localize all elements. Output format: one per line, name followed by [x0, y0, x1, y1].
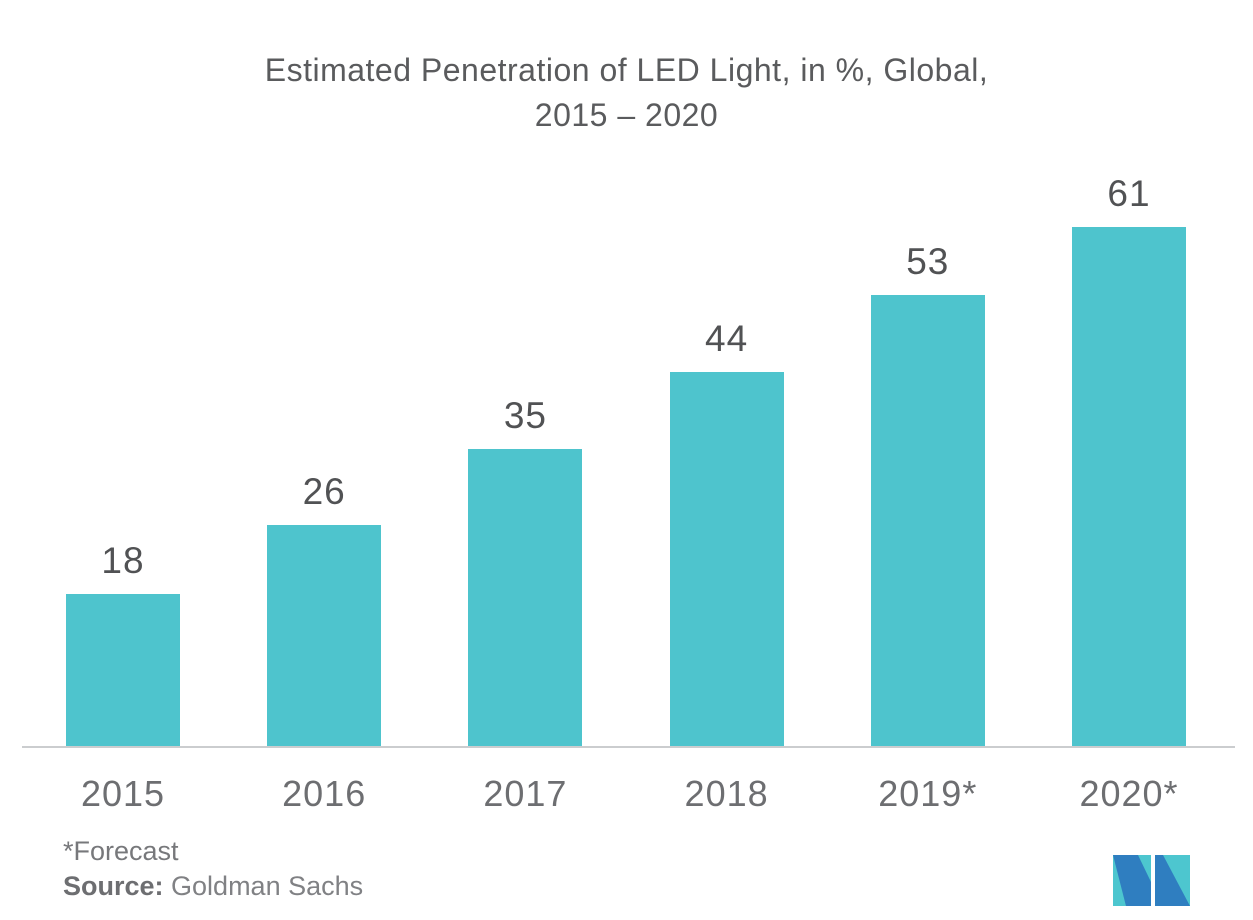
x-axis-label: 2020*: [1079, 773, 1179, 814]
bar: [66, 594, 180, 747]
bar: [870, 295, 985, 747]
bar: [267, 525, 382, 747]
logo-left-blue-shape: [1113, 855, 1151, 906]
source-note: Source: Goldman Sachs: [63, 869, 363, 904]
chart-title-line1: Estimated Penetration of LED Light, in %…: [264, 52, 989, 88]
bar-value-label: 44: [705, 318, 749, 359]
forecast-note: *Forecast: [63, 836, 179, 866]
x-axis-label: 2017: [483, 773, 568, 814]
bar-value-label: 35: [503, 395, 547, 436]
x-axis-label: 2019*: [878, 773, 978, 814]
x-axis-label: 2018: [684, 773, 769, 814]
bar: [1072, 227, 1186, 747]
chart-title: Estimated Penetration of LED Light, in %…: [0, 48, 1253, 138]
x-axis-label: 2015: [80, 773, 166, 814]
source-label: Source:: [63, 871, 164, 901]
x-axis-label: 2016: [282, 773, 367, 814]
x-axis-line: [22, 746, 1235, 748]
bar-value-label: 18: [101, 540, 145, 581]
footnote: *Forecast Source: Goldman Sachs: [63, 834, 363, 904]
mordor-intelligence-logo: [1113, 855, 1190, 906]
logo-right-blue-shape: [1155, 855, 1190, 906]
bar: [468, 449, 583, 747]
source-value: Goldman Sachs: [163, 871, 364, 901]
bar-value-label: 61: [1107, 173, 1151, 214]
chart-title-line2: 2015 – 2020: [534, 97, 719, 133]
bar-value-label: 26: [302, 471, 346, 512]
bar: [669, 372, 784, 747]
bar-value-label: 53: [906, 241, 950, 282]
